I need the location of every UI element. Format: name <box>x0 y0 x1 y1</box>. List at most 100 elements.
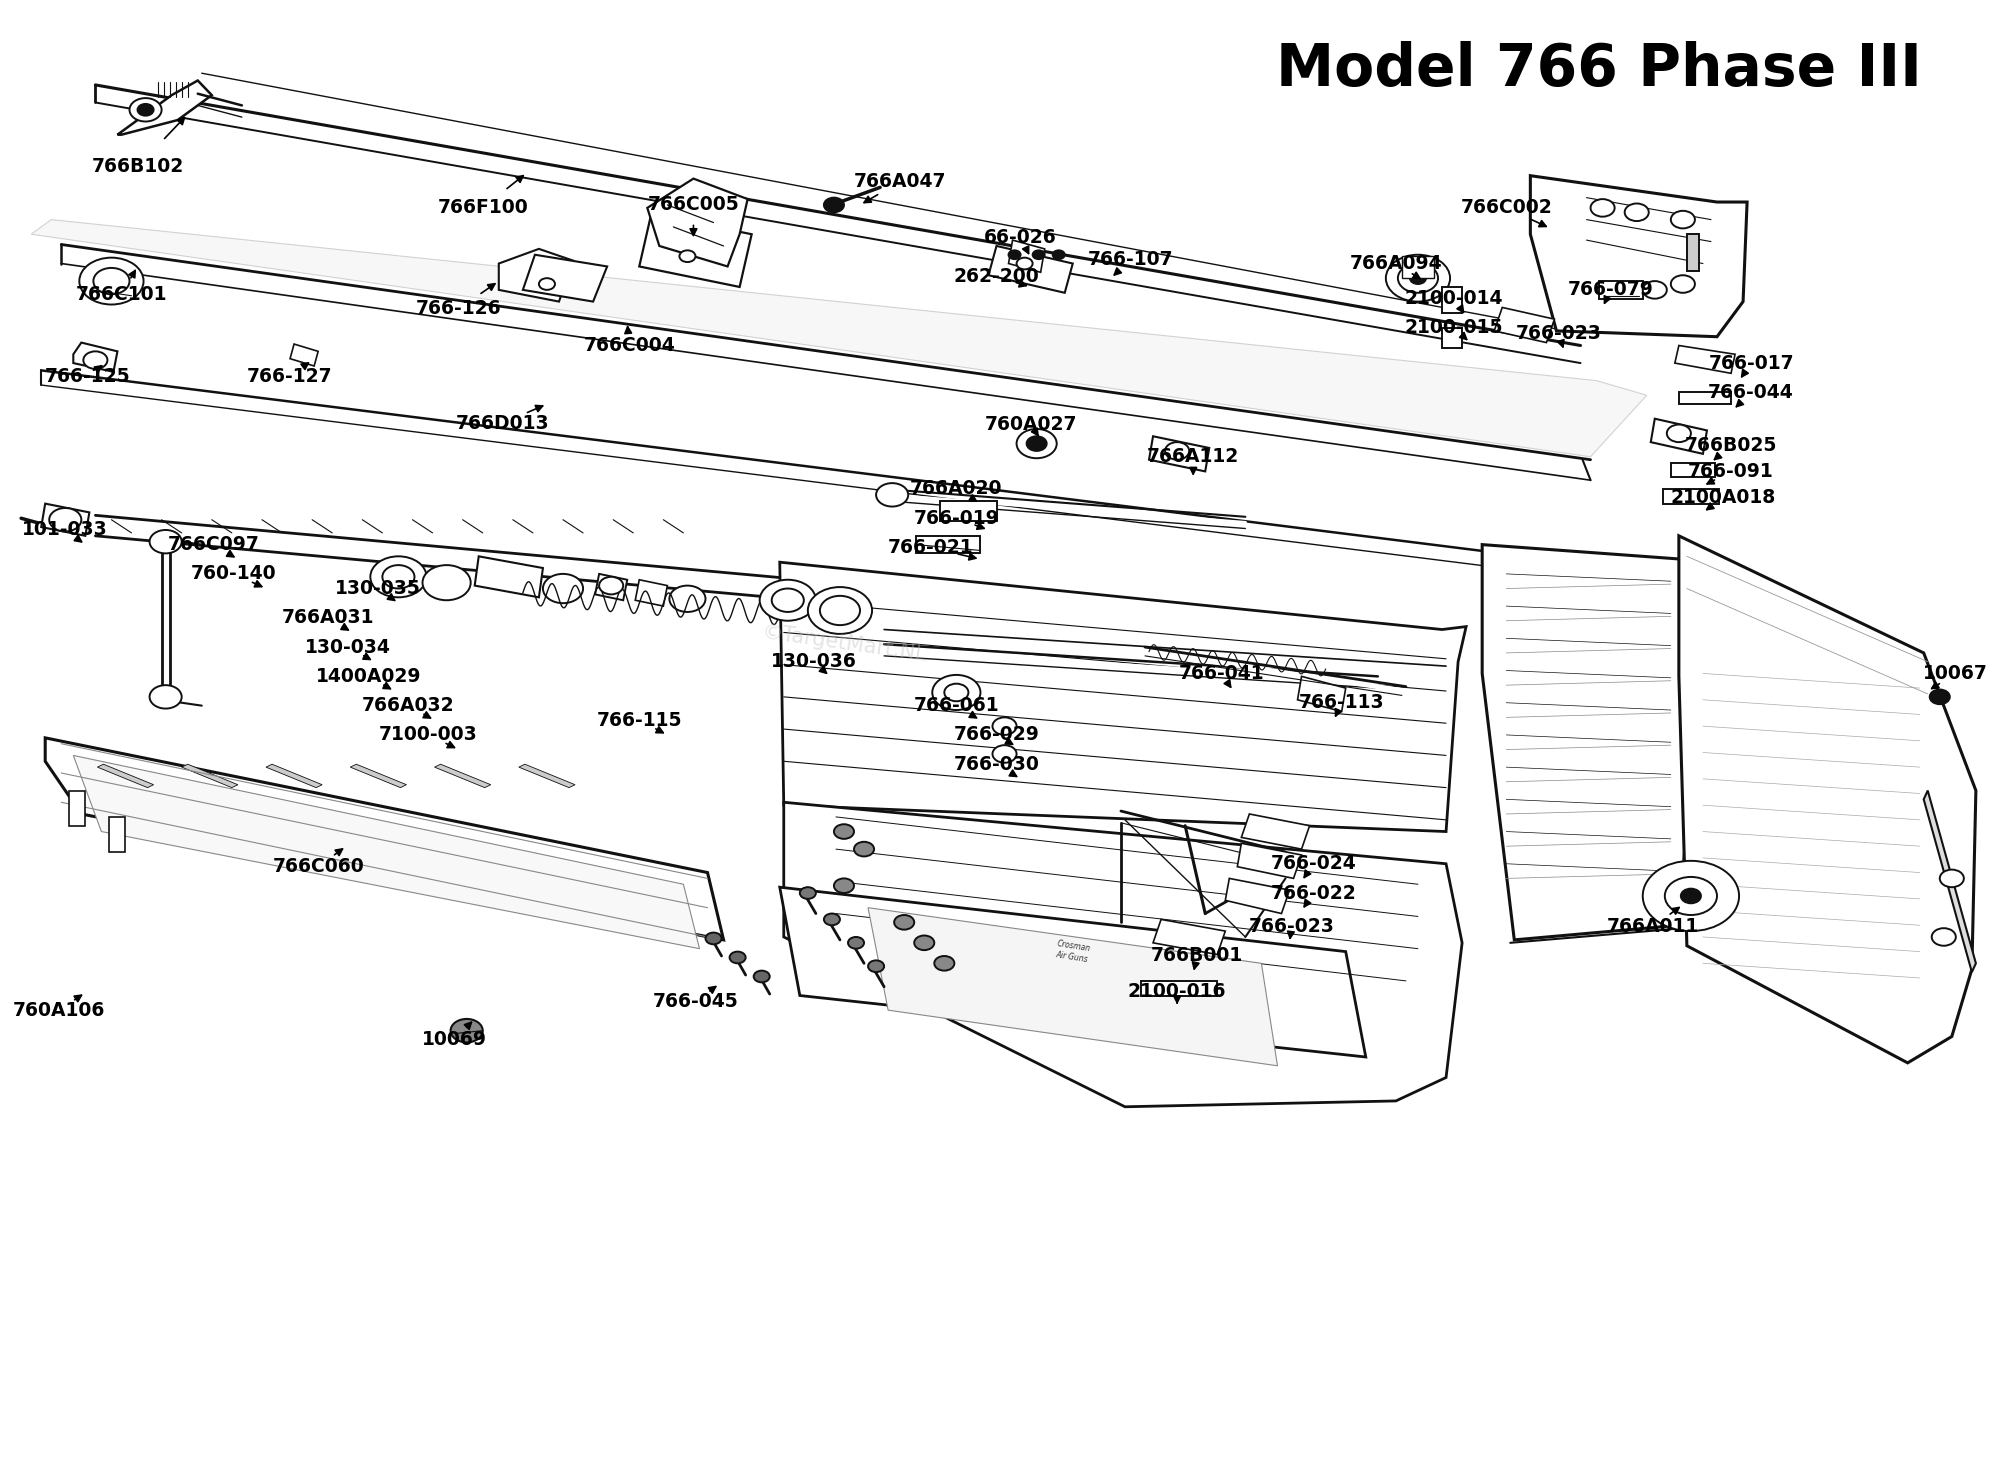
Circle shape <box>1164 442 1188 460</box>
Text: 766-041: 766-041 <box>1178 665 1264 682</box>
Circle shape <box>847 937 863 949</box>
Text: 766A020: 766A020 <box>909 480 1001 498</box>
Circle shape <box>149 685 181 709</box>
Polygon shape <box>1674 346 1734 373</box>
Text: 766-061: 766-061 <box>913 697 999 714</box>
Polygon shape <box>987 246 1072 293</box>
Text: 10067: 10067 <box>1923 665 1987 682</box>
Circle shape <box>84 351 106 369</box>
Polygon shape <box>594 574 626 600</box>
Text: 10069: 10069 <box>421 1031 488 1048</box>
Text: 766A112: 766A112 <box>1146 448 1238 466</box>
Text: 101-033: 101-033 <box>22 521 108 539</box>
Polygon shape <box>1008 240 1044 272</box>
Text: 766-030: 766-030 <box>953 755 1040 773</box>
Text: 766C101: 766C101 <box>76 285 167 303</box>
Polygon shape <box>634 580 666 606</box>
Polygon shape <box>638 214 751 287</box>
Bar <box>1678 392 1730 404</box>
Text: 766-024: 766-024 <box>1270 855 1357 873</box>
Bar <box>939 501 995 521</box>
Bar <box>1686 234 1698 271</box>
Text: 766-023: 766-023 <box>1248 918 1335 935</box>
Text: 766B025: 766B025 <box>1684 436 1776 454</box>
Polygon shape <box>108 817 124 852</box>
Text: Model 766 Phase III: Model 766 Phase III <box>1274 41 1921 98</box>
Circle shape <box>943 684 967 701</box>
Circle shape <box>128 98 161 122</box>
Polygon shape <box>32 220 1646 457</box>
Circle shape <box>1590 199 1614 217</box>
Polygon shape <box>289 344 317 366</box>
Text: 7100-003: 7100-003 <box>379 726 478 744</box>
Circle shape <box>421 565 470 600</box>
Polygon shape <box>1297 676 1345 712</box>
Circle shape <box>1670 275 1694 293</box>
Bar <box>1670 463 1714 477</box>
Circle shape <box>1666 425 1690 442</box>
Text: 766-044: 766-044 <box>1708 384 1792 401</box>
Text: 766C097: 766C097 <box>169 536 259 553</box>
Polygon shape <box>1481 545 1696 940</box>
Bar <box>1662 489 1718 504</box>
Polygon shape <box>1650 419 1706 454</box>
Text: 766A032: 766A032 <box>361 697 454 714</box>
Text: 130-036: 130-036 <box>771 653 857 671</box>
Text: 262-200: 262-200 <box>953 268 1040 285</box>
Polygon shape <box>181 764 237 788</box>
Text: 766A047: 766A047 <box>853 173 945 190</box>
Circle shape <box>819 596 859 625</box>
Text: 766C004: 766C004 <box>584 337 674 354</box>
Circle shape <box>771 589 803 612</box>
Circle shape <box>1929 690 1949 704</box>
Polygon shape <box>779 887 1365 1057</box>
Polygon shape <box>1152 919 1224 955</box>
Circle shape <box>1939 870 1963 887</box>
Text: 66-026: 66-026 <box>983 228 1056 246</box>
Circle shape <box>991 745 1016 763</box>
Circle shape <box>729 952 745 963</box>
Bar <box>1441 328 1461 348</box>
Circle shape <box>381 565 413 589</box>
Circle shape <box>1008 250 1020 259</box>
Circle shape <box>450 1019 482 1042</box>
Polygon shape <box>1678 536 1975 1063</box>
Polygon shape <box>474 556 542 597</box>
Circle shape <box>50 508 82 531</box>
Polygon shape <box>1493 307 1553 343</box>
Circle shape <box>1931 928 1955 946</box>
Text: 766B001: 766B001 <box>1150 947 1242 965</box>
Polygon shape <box>98 764 153 788</box>
Text: 766F100: 766F100 <box>438 199 528 217</box>
Polygon shape <box>74 755 698 949</box>
Circle shape <box>759 580 815 621</box>
Circle shape <box>893 915 913 930</box>
Text: 130-034: 130-034 <box>305 638 391 656</box>
Circle shape <box>833 878 853 893</box>
Circle shape <box>136 104 153 116</box>
Circle shape <box>1409 272 1425 284</box>
Polygon shape <box>867 908 1276 1066</box>
Text: 766B102: 766B102 <box>92 158 183 176</box>
Text: 766-021: 766-021 <box>887 539 973 556</box>
Polygon shape <box>1224 878 1288 914</box>
Polygon shape <box>1148 436 1208 471</box>
Polygon shape <box>522 255 606 302</box>
Text: 766-126: 766-126 <box>415 300 502 318</box>
Text: 2100-016: 2100-016 <box>1128 982 1226 1000</box>
Text: 760A027: 760A027 <box>983 416 1076 433</box>
Circle shape <box>1664 877 1716 915</box>
Text: 766C002: 766C002 <box>1459 199 1551 217</box>
Text: 1400A029: 1400A029 <box>315 668 421 685</box>
Circle shape <box>1052 250 1064 259</box>
Circle shape <box>538 278 554 290</box>
Polygon shape <box>42 504 90 536</box>
Polygon shape <box>1236 843 1301 878</box>
Text: 766A011: 766A011 <box>1606 918 1698 935</box>
Circle shape <box>1624 203 1648 221</box>
Polygon shape <box>434 764 490 788</box>
Polygon shape <box>70 791 86 826</box>
Circle shape <box>807 587 871 634</box>
Circle shape <box>678 250 694 262</box>
Circle shape <box>823 914 839 925</box>
